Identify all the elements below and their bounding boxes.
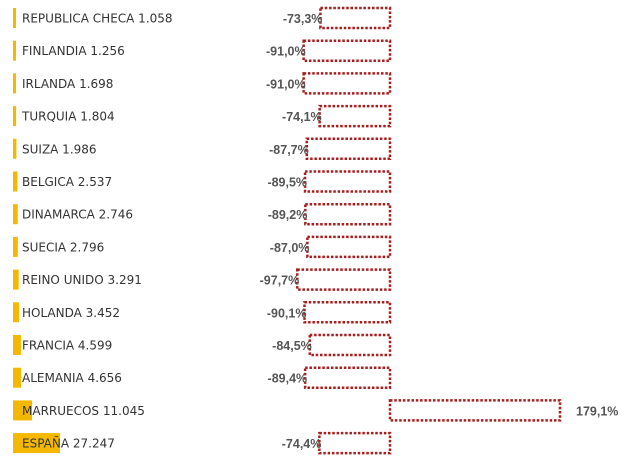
change-label: -89,5% bbox=[267, 176, 307, 190]
country-label: TURQUIA 1.804 bbox=[21, 110, 115, 124]
volume-bar bbox=[13, 40, 16, 61]
volume-bar bbox=[13, 269, 19, 290]
country-label: DINAMARCA 2.746 bbox=[22, 208, 133, 222]
change-bar bbox=[302, 39, 392, 62]
change-bar bbox=[303, 301, 392, 324]
change-label: -73,3% bbox=[283, 12, 323, 26]
country-labels: REPUBLICA CHECA 1.058 FINLANDIA 1.256 IRLA… bbox=[21, 12, 173, 451]
change-bar bbox=[318, 431, 392, 455]
country-label: MARRUECOS 11.045 bbox=[22, 404, 145, 418]
change-bar bbox=[304, 202, 392, 226]
country-label: FRANCIA 4.599 bbox=[22, 339, 112, 353]
change-label: -89,4% bbox=[268, 372, 308, 386]
volume-bar bbox=[13, 400, 33, 421]
change-bar bbox=[388, 399, 562, 422]
country-label: ALEMANIA 4.656 bbox=[22, 371, 122, 385]
volume-bar bbox=[13, 106, 17, 127]
change-label: -87,7% bbox=[269, 143, 309, 157]
volume-bar bbox=[13, 367, 22, 388]
volume-bar bbox=[13, 171, 18, 192]
change-label: -87,0% bbox=[270, 241, 310, 255]
volume-bars bbox=[13, 8, 60, 454]
change-label: -97,7% bbox=[260, 274, 300, 288]
change-bars bbox=[296, 6, 562, 455]
volume-bar bbox=[13, 236, 18, 257]
change-labels: -73,3% -91,0% -91,0% -74,1% -87,7% -89,5% -89,… bbox=[260, 12, 619, 451]
volume-bar bbox=[13, 73, 16, 94]
country-label: ESPAÑA 27.247 bbox=[22, 436, 115, 451]
change-label: -90,1% bbox=[267, 306, 307, 320]
change-label: -84,5% bbox=[272, 339, 312, 353]
country-label: REINO UNIDO 3.291 bbox=[22, 273, 142, 287]
volume-bar bbox=[13, 335, 21, 355]
change-bar bbox=[296, 268, 392, 291]
volume-bar bbox=[13, 433, 60, 454]
change-label: -74,4% bbox=[282, 437, 322, 451]
country-label: SUIZA 1.986 bbox=[22, 142, 97, 156]
change-bar bbox=[303, 170, 392, 193]
change-bar bbox=[306, 235, 392, 259]
volume-bar bbox=[13, 8, 16, 28]
country-label: FINLANDIA 1.256 bbox=[22, 44, 125, 58]
country-label: REPUBLICA CHECA 1.058 bbox=[22, 12, 173, 26]
country-label: SUECIA 2.796 bbox=[22, 240, 104, 254]
volume-bar bbox=[13, 302, 19, 323]
change-label: -91,0% bbox=[266, 77, 306, 91]
change-bar bbox=[308, 333, 392, 357]
change-bar bbox=[303, 366, 392, 389]
country-label: BELGICA 2.537 bbox=[22, 175, 112, 189]
change-label: -89,2% bbox=[268, 208, 308, 222]
change-label: -91,0% bbox=[266, 45, 306, 59]
change-bar bbox=[302, 72, 392, 95]
country-label: IRLANDA 1.698 bbox=[22, 77, 113, 91]
change-bar bbox=[305, 137, 392, 161]
volume-bar bbox=[13, 138, 17, 159]
change-bar bbox=[319, 6, 392, 30]
country-label: HOLANDA 3.452 bbox=[22, 306, 120, 320]
volume-bar bbox=[13, 204, 18, 225]
change-label: 179,1% bbox=[576, 404, 618, 418]
change-label: -74,1% bbox=[282, 110, 322, 124]
change-bar bbox=[318, 104, 392, 128]
